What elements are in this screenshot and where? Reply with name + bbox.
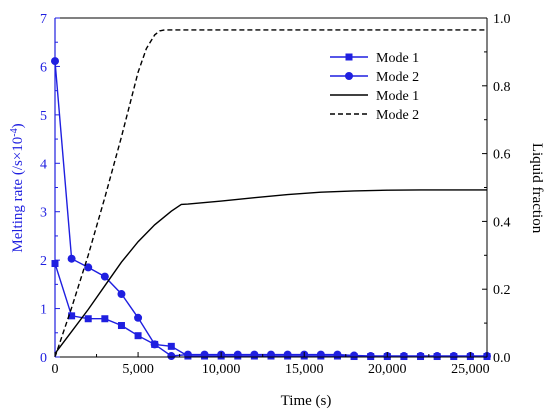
y-axis-right-label: Liquid fraction <box>529 143 545 234</box>
y-right-tick-label: 0.4 <box>493 215 511 230</box>
y-left-tick-label: 2 <box>40 254 47 269</box>
y-right-tick-label: 0.0 <box>493 351 511 366</box>
data-point-circle <box>416 352 425 361</box>
data-point-circle <box>350 351 359 360</box>
y-left-tick-label: 1 <box>40 303 47 318</box>
data-point-circle <box>134 313 143 322</box>
axes-layer: 0 5,000 10,000 15,000 20,000 25,000 0 1 2 3 4 5 6 7 0.… <box>40 12 511 377</box>
x-tick-label: 20,000 <box>368 362 407 377</box>
x-tick-label: 5,000 <box>122 362 154 377</box>
data-point-circle <box>449 352 458 361</box>
y-left-tick-label: 0 <box>40 351 47 366</box>
y-left-tick-label: 5 <box>40 109 47 124</box>
y-right-tick-label: 0.8 <box>493 80 511 95</box>
data-point-square <box>101 315 109 323</box>
data-point-circle <box>100 272 109 281</box>
x-tick-label: 15,000 <box>285 362 324 377</box>
y-left-tick-label: 7 <box>40 12 47 27</box>
data-point-circle <box>84 263 93 272</box>
y-left-tick-label: 4 <box>40 157 47 172</box>
legend-marker-circle <box>345 72 353 80</box>
legend-label-1: Mode 1 <box>376 51 419 66</box>
data-point-circle <box>67 254 76 263</box>
data-point-square <box>167 342 175 350</box>
y-axis-left-label: Melting rate (/s×10-4) <box>9 123 27 252</box>
y-left-tick-label: 6 <box>40 60 47 75</box>
data-point-square <box>117 322 125 330</box>
y-left-tick-label: 3 <box>40 206 47 221</box>
data-point-circle <box>150 340 159 349</box>
legend-label-4: Mode 2 <box>376 108 419 123</box>
series-line-3 <box>54 189 487 355</box>
data-point-square <box>134 332 142 340</box>
legend: Mode 1 Mode 2 Mode 1 Mode 2 <box>330 51 419 123</box>
legend-label-3: Mode 1 <box>376 89 419 104</box>
legend-label-2: Mode 2 <box>376 70 419 85</box>
legend-marker-square <box>345 53 353 61</box>
x-tick-label: 25,000 <box>451 362 490 377</box>
y-right-tick-label: 0.6 <box>493 148 511 163</box>
series-line-4 <box>54 29 487 358</box>
data-point-circle <box>366 352 375 361</box>
x-tick-label: 0 <box>52 362 59 377</box>
data-point-circle <box>167 352 176 361</box>
data-point-square <box>68 312 76 320</box>
data-point-circle <box>399 352 408 361</box>
x-tick-label: 10,000 <box>202 362 241 377</box>
y-right-tick-label: 0.2 <box>493 283 511 298</box>
data-point-circle <box>433 352 442 361</box>
data-point-circle <box>117 290 126 299</box>
data-point-square <box>84 315 92 323</box>
y-right-tick-label: 1.0 <box>493 12 511 27</box>
x-axis-label: Time (s) <box>281 393 332 409</box>
